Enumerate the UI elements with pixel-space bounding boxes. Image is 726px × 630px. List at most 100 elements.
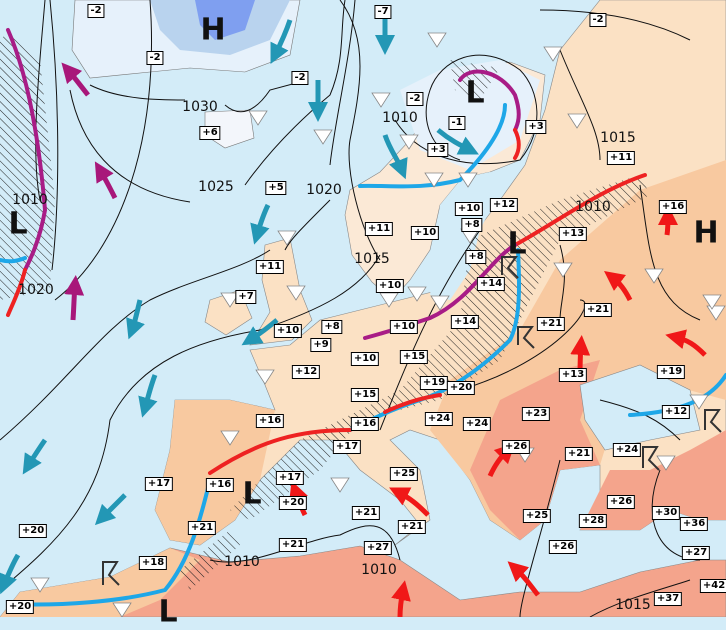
temperature-label: +26 [548, 540, 578, 554]
warm-front [208, 393, 442, 475]
temperature-label: +7 [235, 290, 257, 304]
shower-triangle-icon [706, 305, 726, 321]
temperature-label: -2 [146, 51, 164, 65]
temperature-label: +30 [651, 506, 681, 520]
temperature-label: +11 [255, 260, 285, 274]
temperature-label: +25 [389, 467, 419, 481]
shower-triangle-icon [220, 292, 240, 308]
warm-air-arrow [657, 205, 678, 236]
temperature-label: +10 [375, 279, 405, 293]
temperature-label: +6 [199, 126, 221, 140]
temperature-label: +26 [501, 440, 531, 454]
shower-triangle-icon [399, 134, 419, 150]
shower-triangle-icon [220, 430, 240, 446]
temperature-label: +8 [321, 320, 343, 334]
isobar-label: 1010 [12, 192, 48, 208]
thunderstorm-symbols [102, 256, 722, 586]
pressure-center: L [507, 226, 527, 262]
shower-symbols [30, 32, 726, 617]
temperature-label: -2 [87, 4, 105, 18]
pressure-center: L [242, 476, 262, 512]
warm-air-arrow [507, 561, 540, 597]
cold-air-arrow [138, 374, 158, 418]
shower-triangle-icon [255, 369, 275, 385]
pressure-center: H [200, 12, 226, 48]
temperature-label: +24 [612, 443, 642, 457]
fronts [0, 28, 726, 607]
temperature-label: +13 [558, 368, 588, 382]
shower-triangle-icon [567, 113, 587, 129]
temperature-label: +8 [465, 250, 487, 264]
shower-triangle-icon [689, 394, 709, 410]
temperature-label: +15 [399, 350, 429, 364]
shower-triangle-icon [427, 32, 447, 48]
shower-triangle-icon [407, 286, 427, 302]
greenland-ice-core [195, 0, 255, 40]
temperature-label: +21 [536, 317, 566, 331]
temperature-label: +14 [450, 315, 480, 329]
thunderstorm-icon [642, 446, 660, 471]
map-base [0, 0, 726, 617]
temperature-label: +24 [424, 412, 454, 426]
temperature-label: +12 [661, 405, 691, 419]
isobar-label: 1025 [198, 179, 234, 195]
temperature-label: +14 [476, 277, 506, 291]
temperature-label: -1 [448, 116, 466, 130]
isobar-label: 1010 [575, 199, 611, 215]
temperature-label: +27 [363, 541, 393, 555]
occluded-front [458, 69, 521, 132]
moist-air-arrow [64, 275, 85, 321]
temperature-label: -7 [374, 5, 392, 19]
cold-air-arrow [270, 19, 293, 64]
temperature-label: +18 [138, 556, 168, 570]
shower-triangle-icon [430, 295, 450, 311]
temperature-label: +16 [205, 478, 235, 492]
temperature-label: +42 [699, 579, 726, 593]
warm-air-arrow [389, 487, 430, 517]
temperature-label: -2 [291, 71, 309, 85]
warm-air-arrow [604, 270, 633, 302]
isobar-label: 1030 [182, 99, 218, 115]
temperature-label: +23 [521, 407, 551, 421]
temperature-label: +20 [446, 381, 476, 395]
isobar-label: 1015 [354, 251, 390, 267]
moist-air-arrow [94, 161, 118, 200]
temperature-label: +21 [351, 506, 381, 520]
isobar-label: 1020 [18, 282, 54, 298]
warm-air-arrow [391, 580, 411, 617]
shower-triangle-icon [313, 129, 333, 145]
pressure-center: L [158, 594, 178, 630]
cold-front [8, 478, 212, 607]
shower-triangle-icon [248, 110, 268, 126]
temperature-label: +19 [419, 376, 449, 390]
precipitation-area [450, 60, 500, 100]
shower-triangle-icon [458, 172, 478, 188]
temperature-label: +21 [187, 521, 217, 535]
moist-air-arrow [61, 62, 90, 97]
temperature-label: +36 [679, 517, 709, 531]
cold-air-arrow [94, 493, 127, 526]
hot-land-zone [470, 360, 600, 540]
temperature-label: +21 [564, 447, 594, 461]
thunderstorm-icon [102, 561, 120, 586]
temperature-label: +15 [350, 388, 380, 402]
temperature-label: +11 [606, 151, 636, 165]
temperature-label: +3 [525, 120, 547, 134]
warm-front [513, 128, 521, 160]
pressure-center: L [8, 206, 28, 242]
cold-front [628, 373, 726, 417]
shower-triangle-icon [553, 262, 573, 278]
cold-air-arrow [382, 134, 408, 180]
temperature-label: +16 [255, 414, 285, 428]
warm-front [513, 173, 647, 247]
shower-triangle-icon [424, 172, 444, 188]
temperature-label: +26 [606, 495, 636, 509]
shower-triangle-icon [112, 602, 132, 617]
air-flow-arrows [0, 10, 707, 617]
temperature-label: +28 [578, 514, 608, 528]
temperature-label: -2 [589, 13, 607, 27]
shower-triangle-icon [330, 477, 350, 493]
temperature-label: +20 [18, 524, 48, 538]
isobar-label: 1010 [382, 110, 418, 126]
temperature-label: +17 [275, 471, 305, 485]
